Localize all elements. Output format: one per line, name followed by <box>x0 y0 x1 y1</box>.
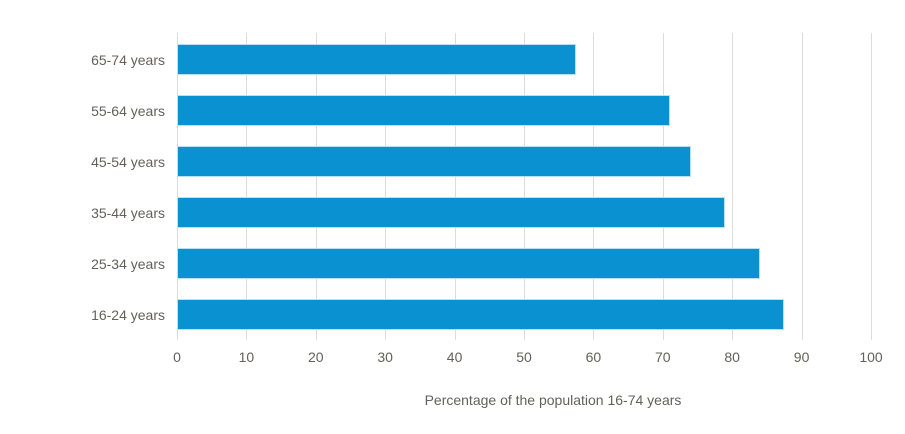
category-row-35-44-years: 35-44 years <box>0 187 165 238</box>
x-tick-label-90: 90 <box>793 349 810 365</box>
x-axis-tick-labels: 0 10 20 30 40 50 60 70 80 90 100 <box>173 349 883 368</box>
bar-row-16-24-years <box>177 289 871 340</box>
gridline-x-80 <box>732 33 734 340</box>
x-tick-label-70: 70 <box>655 349 671 365</box>
x-tick-label-10: 10 <box>238 349 255 365</box>
category-label-35-44-years: 35-44 years <box>91 204 165 221</box>
x-tick-label-30: 30 <box>377 349 393 365</box>
category-axis-labels: 65-74 years 55-64 years 45-54 years 35-44 y… <box>0 34 165 340</box>
gridline-x-90 <box>801 33 803 340</box>
category-row-65-74-years: 65-74 years <box>0 34 165 85</box>
category-row-45-54-years: 45-54 years <box>0 136 165 187</box>
gridline-x-70 <box>662 33 664 340</box>
category-label-45-54-years: 45-54 years <box>91 153 165 170</box>
x-tick-label-100: 100 <box>859 349 883 365</box>
plot-gridlines <box>177 33 872 340</box>
x-tick-label-50: 50 <box>516 349 532 365</box>
bar-45-54-years <box>177 146 691 177</box>
gridline-x-20 <box>315 33 317 340</box>
bar-row-45-54-years <box>177 136 871 187</box>
bar-16-24-years <box>177 299 785 330</box>
category-label-25-34-years: 25-34 years <box>91 255 165 272</box>
gridline-x-40 <box>454 33 456 340</box>
gridline-x-0 <box>177 33 178 340</box>
category-label-65-74-years: 65-74 years <box>91 51 165 68</box>
x-tick-label-40: 40 <box>446 349 463 365</box>
bar-row-35-44-years <box>177 187 871 238</box>
x-tick-label-80: 80 <box>724 349 740 365</box>
category-row-25-34-years: 25-34 years <box>0 238 165 289</box>
x-tick-label-20: 20 <box>308 349 324 365</box>
bar-65-74-years <box>177 44 577 75</box>
category-row-55-64-years: 55-64 years <box>0 85 165 136</box>
bar-row-65-74-years <box>177 34 871 85</box>
x-tick-label-60: 60 <box>585 349 602 365</box>
bar-35-44-years <box>177 197 726 228</box>
bars-plot-area <box>177 34 871 340</box>
gridline-x-50 <box>524 33 525 340</box>
bar-row-55-64-years <box>177 85 871 136</box>
category-row-16-24-years: 16-24 years <box>0 289 165 340</box>
x-axis-title: Percentage of the population 16-74 years <box>424 392 682 408</box>
gridline-x-60 <box>593 33 595 340</box>
bar-row-25-34-years <box>177 238 871 289</box>
category-label-16-24-years: 16-24 years <box>91 306 165 323</box>
gridline-x-30 <box>385 33 387 340</box>
bar-25-34-years <box>177 248 760 279</box>
category-label-55-64-years: 55-64 years <box>91 102 165 119</box>
gridline-x-100 <box>871 33 872 340</box>
gridline-x-10 <box>246 33 248 340</box>
bar-55-64-years <box>177 95 670 126</box>
x-tick-label-0: 0 <box>173 349 181 365</box>
